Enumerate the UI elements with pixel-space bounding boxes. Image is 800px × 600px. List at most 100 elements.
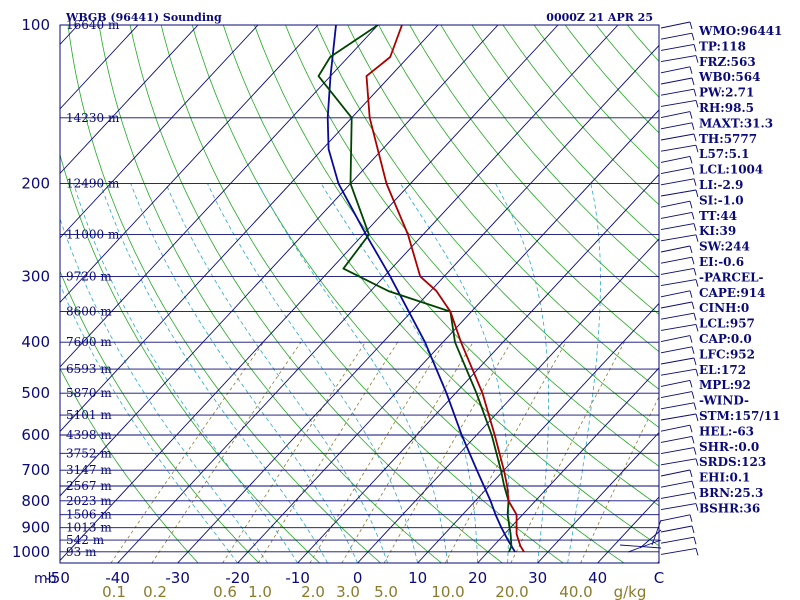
temperature-tick-label: 10: [408, 569, 427, 587]
wind-barb-flag: [691, 525, 695, 534]
temperature-tick-label: 40: [588, 569, 607, 587]
wind-barb: [660, 21, 691, 29]
index-item: MAXT:31.3: [699, 116, 773, 130]
wind-barb-flag: [691, 391, 695, 399]
wind-barb-flag: [691, 346, 695, 354]
wind-barb-flag: [689, 21, 693, 30]
dry-adiabat: [378, 25, 659, 353]
wind-barb: [660, 469, 691, 477]
isotherm: [237, 109, 659, 563]
dry-adiabat: [191, 25, 625, 563]
isotherm: [60, 25, 319, 304]
wind-barb: [660, 133, 695, 141]
wind-barb-flag: [693, 492, 697, 500]
index-item: PW:2.71: [699, 86, 754, 100]
index-item: MPL:92: [699, 378, 751, 392]
moist-adiabat: [400, 183, 510, 563]
wind-barb-flag: [689, 201, 693, 209]
isotherm: [537, 431, 659, 563]
isotherm: [60, 25, 559, 562]
wind-barb-flag: [695, 234, 699, 242]
index-item: -WIND-: [699, 394, 749, 408]
dewpoint-trace: [317, 25, 513, 553]
pressure-label: 1000: [12, 543, 50, 561]
wind-barb: [660, 167, 693, 175]
dry-adiabat: [98, 25, 442, 563]
wind-barb-flag: [691, 122, 695, 130]
temperature-tick-label: -40: [105, 569, 130, 587]
wind-barb-flag: [689, 245, 693, 254]
isotherm: [117, 25, 619, 563]
index-item: L57:5.1: [699, 147, 749, 161]
background-lines: [60, 25, 659, 563]
wind-barb: [639, 529, 662, 549]
wind-barb-flag: [689, 514, 693, 522]
wind-barb: [660, 155, 691, 163]
mixing-ratio-tick-label: 1.0: [248, 583, 272, 600]
pressure-label: 100: [21, 16, 50, 34]
wind-barb: [660, 211, 693, 219]
wind-barb-flag: [689, 425, 693, 433]
temperature-tick-label: 0: [353, 569, 363, 587]
wind-barb: [619, 544, 662, 549]
dry-adiabat: [409, 25, 659, 315]
moist-adiabat: [567, 183, 601, 563]
dry-adiabat: [222, 25, 659, 547]
wind-barb: [660, 223, 695, 231]
index-item: TP:118: [699, 39, 746, 53]
wind-barb-flag: [693, 357, 697, 366]
wind-barb-flag: [689, 111, 693, 119]
index-item: CINH:0: [699, 301, 749, 315]
index-item: SW:244: [699, 240, 750, 254]
wind-barb: [660, 424, 691, 432]
index-item: STM:157/11: [699, 409, 780, 423]
parcel-trace: [326, 25, 516, 553]
wind-barb: [660, 267, 695, 275]
mixing-ratio-line: [383, 341, 512, 563]
wind-barb: [660, 536, 695, 544]
wind-barb: [660, 66, 691, 74]
mixing-ratio-tick-label: 3.0: [336, 583, 360, 600]
wind-barb: [660, 547, 697, 555]
wind-barb: [660, 312, 695, 320]
wind-barb-flag: [695, 413, 699, 422]
wind-barb: [660, 357, 695, 365]
height-label: 12490 m: [66, 177, 120, 191]
mixing-ratio-tick-label: 0.2: [143, 583, 167, 600]
sounding-time: 0000Z 21 APR 25: [546, 11, 653, 24]
height-label: 5870 m: [66, 386, 112, 400]
wind-barb: [660, 335, 691, 343]
wind-barb: [660, 178, 695, 186]
wind-barb: [660, 111, 691, 119]
moist-adiabat: [207, 183, 418, 563]
moist-adiabat: [60, 283, 238, 563]
wind-barb-flag: [691, 77, 695, 86]
wind-barb-flag: [689, 156, 693, 164]
height-label: 1506 m: [66, 508, 112, 522]
wind-barbs: [619, 21, 699, 563]
wind-barb: [660, 200, 691, 208]
wind-barb-flag: [695, 458, 699, 466]
wind-barb-flag: [693, 537, 697, 545]
height-label: 14230 m: [66, 111, 120, 125]
wind-barb: [660, 379, 691, 387]
temperature-axis-labels: mb-50 -40 -30 -20 -10 0 10 20 30 40 C: [34, 569, 664, 587]
wind-barb-flag: [695, 548, 699, 556]
index-item: HEL:-63: [699, 424, 754, 438]
isotherm: [60, 25, 259, 239]
index-item: CAP:0.0: [699, 332, 752, 346]
index-item: TT:44: [699, 209, 737, 223]
height-label: 5101 m: [66, 408, 112, 422]
wind-barb-flag: [689, 469, 693, 478]
moist-adiabat: [100, 183, 328, 563]
wind-barb: [660, 77, 693, 85]
wind-barb: [660, 503, 697, 511]
index-item: LI:-2.9: [699, 178, 743, 192]
moist-adiabat: [257, 183, 448, 563]
index-item: BRN:25.3: [699, 486, 763, 500]
index-item: FRZ:563: [699, 55, 756, 69]
wind-barb-flag: [691, 481, 695, 489]
index-item: WB0:564: [698, 70, 760, 84]
wind-barb-flag: [691, 436, 695, 444]
